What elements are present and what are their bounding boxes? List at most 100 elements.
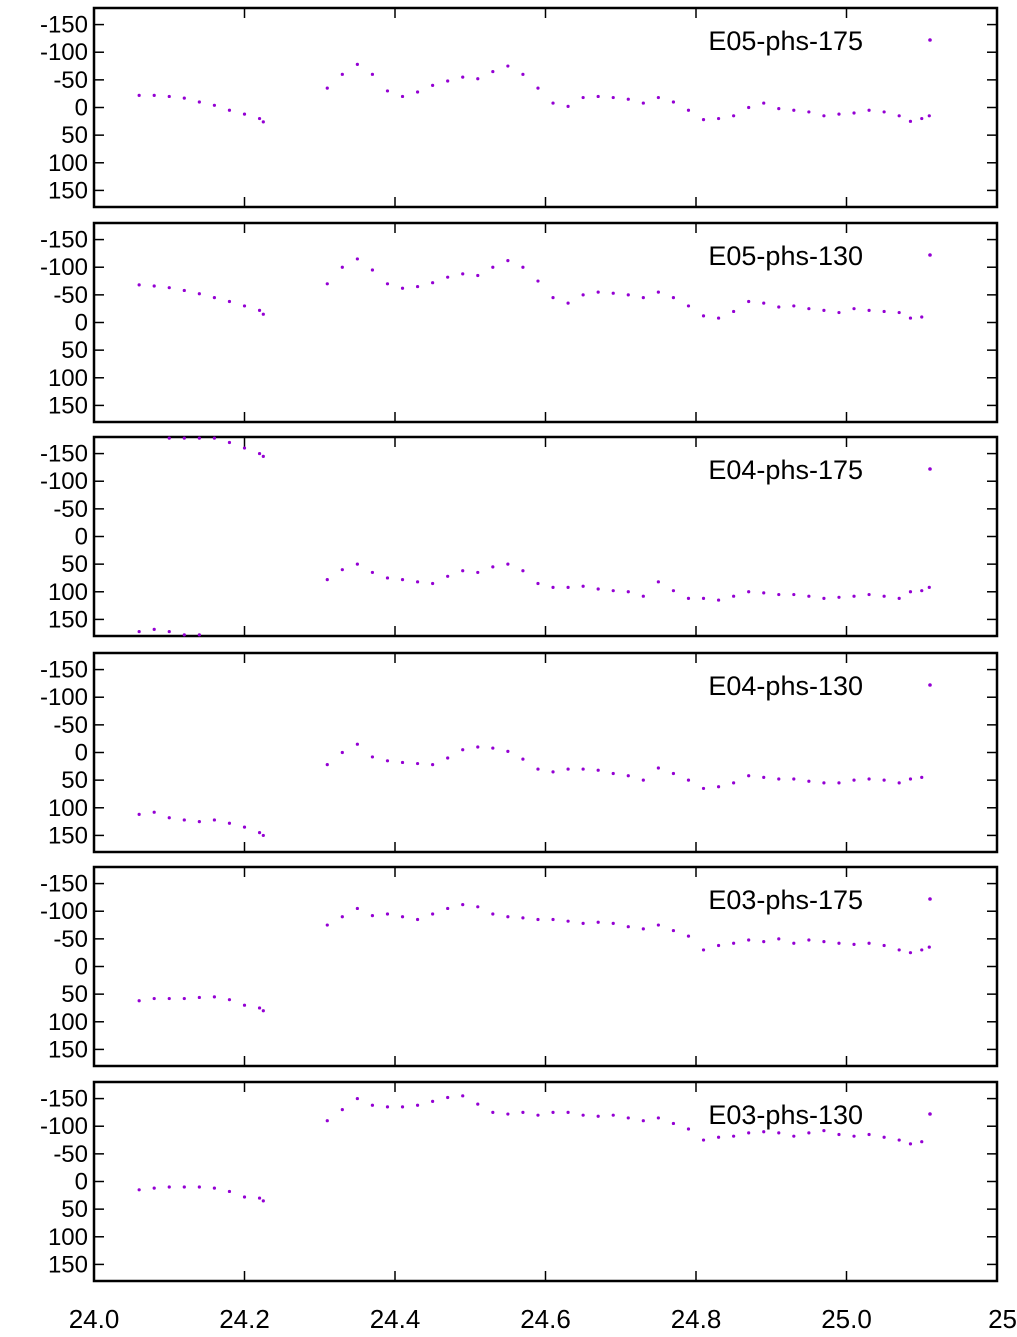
data-point: [626, 1116, 630, 1120]
data-point: [536, 767, 540, 771]
data-point: [355, 562, 359, 566]
data-point: [686, 778, 691, 782]
data-point: [242, 446, 247, 450]
data-point: [686, 1127, 691, 1131]
data-point: [566, 301, 570, 305]
data-point: [370, 570, 375, 575]
data-point: [611, 291, 615, 295]
data-point: [611, 771, 615, 776]
data-point: [261, 833, 265, 838]
data-point: [227, 1189, 232, 1194]
data-point: [626, 774, 630, 778]
data-point: [415, 580, 420, 584]
data-point: [491, 565, 495, 569]
data-point: [461, 748, 465, 752]
data-point: [261, 1009, 265, 1013]
data-point: [521, 569, 525, 573]
data-point: [167, 436, 171, 440]
data-point: [747, 299, 751, 304]
data-point: [137, 1188, 141, 1192]
data-point: [867, 941, 871, 945]
data-point: [626, 97, 630, 101]
data-point: [370, 268, 375, 272]
data-point: [431, 581, 435, 586]
data-point: [837, 781, 841, 785]
data-point: [897, 1138, 901, 1142]
data-point: [152, 284, 156, 288]
data-point: [611, 95, 615, 100]
data-point: [732, 594, 736, 598]
data-point: [656, 580, 660, 584]
data-point: [852, 594, 856, 598]
data-point: [197, 633, 201, 637]
data-point: [551, 101, 555, 105]
data-point: [701, 314, 706, 318]
data-point: [446, 1095, 450, 1100]
data-point: [626, 293, 630, 297]
data-point: [732, 309, 736, 314]
data-point: [242, 825, 247, 829]
data-point: [431, 912, 435, 916]
data-point: [807, 1131, 811, 1135]
data-point: [400, 760, 405, 765]
data-point: [536, 917, 540, 922]
data-point: [882, 110, 886, 114]
data-point: [762, 775, 766, 779]
data-point: [920, 116, 924, 121]
data-point: [867, 108, 871, 112]
data-point: [476, 1102, 480, 1106]
data-point: [626, 590, 630, 594]
data-point: [415, 284, 420, 289]
data-point: [521, 916, 525, 920]
data-point: [261, 120, 265, 124]
data-point: [671, 296, 676, 300]
data-point: [626, 925, 630, 929]
y-tick-label: 50: [61, 981, 88, 1008]
data-point: [257, 451, 262, 456]
data-point: [920, 948, 924, 952]
data-point: [491, 1110, 495, 1115]
data-point: [536, 581, 540, 586]
data-point: [536, 1113, 540, 1117]
data-point: [807, 110, 811, 114]
data-point: [852, 778, 856, 782]
data-point: [536, 86, 540, 90]
data-point: [908, 119, 913, 123]
data-point: [701, 118, 706, 122]
y-tick-label: 0: [75, 954, 88, 981]
data-point: [261, 454, 265, 458]
data-point: [400, 915, 405, 919]
data-point: [152, 627, 156, 631]
data-point: [747, 105, 751, 110]
data-point: [807, 779, 811, 783]
data-point: [596, 768, 600, 772]
data-point: [656, 95, 660, 100]
data-point: [596, 1114, 600, 1118]
y-tick-label: 0: [75, 310, 88, 337]
data-point: [385, 912, 390, 916]
data-point: [491, 69, 495, 74]
data-point: [581, 584, 585, 588]
data-point: [521, 1110, 525, 1115]
data-point: [212, 296, 216, 300]
data-point: [476, 570, 480, 575]
legend-marker: [928, 683, 932, 687]
data-point: [701, 1138, 706, 1142]
data-point: [506, 64, 510, 68]
x-tick-label: 24.8: [671, 1304, 722, 1332]
data-point: [551, 917, 555, 922]
y-tick-label: -50: [53, 926, 88, 953]
data-point: [340, 750, 344, 755]
data-point: [446, 275, 450, 279]
y-tick-label: -150: [40, 227, 88, 254]
data-point: [385, 576, 390, 580]
data-point: [227, 821, 232, 825]
data-point: [777, 1131, 781, 1135]
data-point: [325, 282, 329, 286]
data-point: [257, 1006, 262, 1010]
data-point: [461, 272, 465, 276]
data-point: [227, 108, 232, 112]
data-point: [641, 296, 645, 300]
